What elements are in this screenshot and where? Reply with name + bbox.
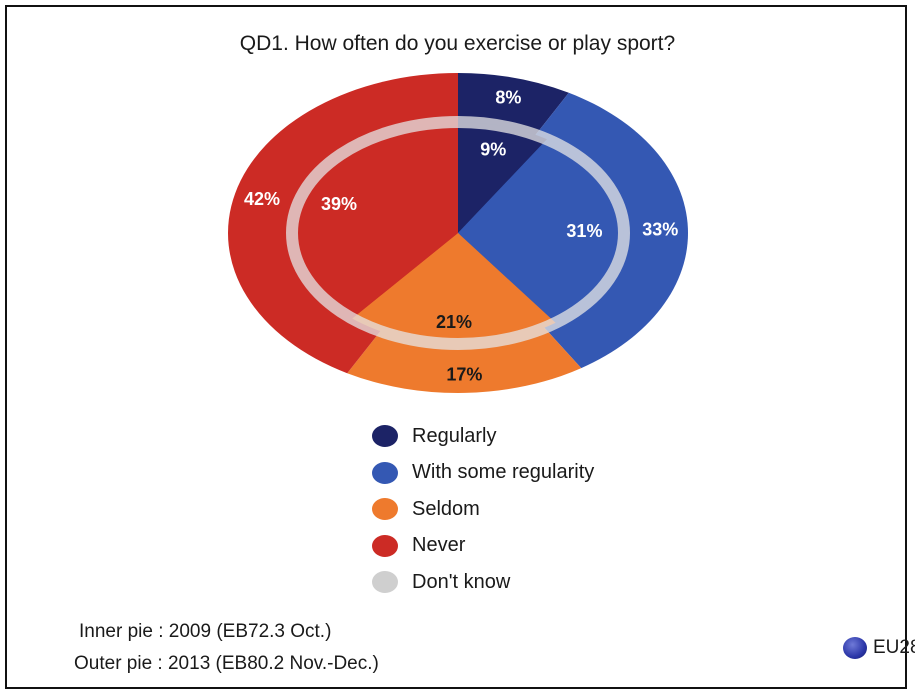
- legend-swatch: [372, 425, 398, 448]
- legend-item: Never: [372, 528, 594, 565]
- legend-swatch: [372, 498, 398, 521]
- legend-item: Don't know: [372, 564, 594, 601]
- outer-label-seldom: 17%: [446, 365, 482, 385]
- eu-flag-icon: [843, 637, 867, 659]
- legend-item: Regularly: [372, 418, 594, 455]
- legend-label: With some regularity: [412, 461, 595, 484]
- legend-item: Seldom: [372, 491, 594, 528]
- legend-label: Regularly: [412, 424, 497, 447]
- inner-slice-never: [292, 122, 458, 319]
- inner-pie-footnote: Inner pie : 2009 (EB72.3 Oct.): [79, 621, 332, 642]
- outer-label-never: 42%: [244, 189, 280, 209]
- outer-pie-footnote: Outer pie : 2013 (EB80.2 Nov.-Dec.): [74, 653, 379, 674]
- outer-label-with-some-regularity: 33%: [642, 220, 678, 240]
- legend-swatch: [372, 534, 398, 557]
- inner-slice-with-some-regularity: [458, 139, 624, 323]
- chart-frame: [5, 5, 907, 689]
- inner-label-regularly: 9%: [480, 139, 506, 159]
- inner-label-with-some-regularity: 31%: [566, 221, 602, 241]
- legend-label: Never: [412, 534, 466, 557]
- legend-item: With some regularity: [372, 455, 594, 492]
- inner-slice-seldom: [352, 233, 556, 344]
- chart-legend: Regularly With some regularity Seldom Never…: [372, 418, 594, 601]
- inner-label-never: 39%: [321, 194, 357, 214]
- legend-label: Seldom: [412, 497, 480, 520]
- inner-pie-ring: [286, 116, 630, 350]
- eu28-badge: EU28: [843, 637, 915, 659]
- legend-swatch: [372, 461, 398, 484]
- outer-label-regularly: 8%: [495, 88, 521, 108]
- inner-slice-regularly: [458, 122, 547, 233]
- legend-label: Don't know: [412, 570, 511, 593]
- legend-swatch: [372, 571, 398, 594]
- inner-label-seldom: 21%: [436, 312, 472, 332]
- chart-title: QD1. How often do you exercise or play s…: [239, 32, 676, 55]
- eu28-label: EU28: [873, 637, 915, 658]
